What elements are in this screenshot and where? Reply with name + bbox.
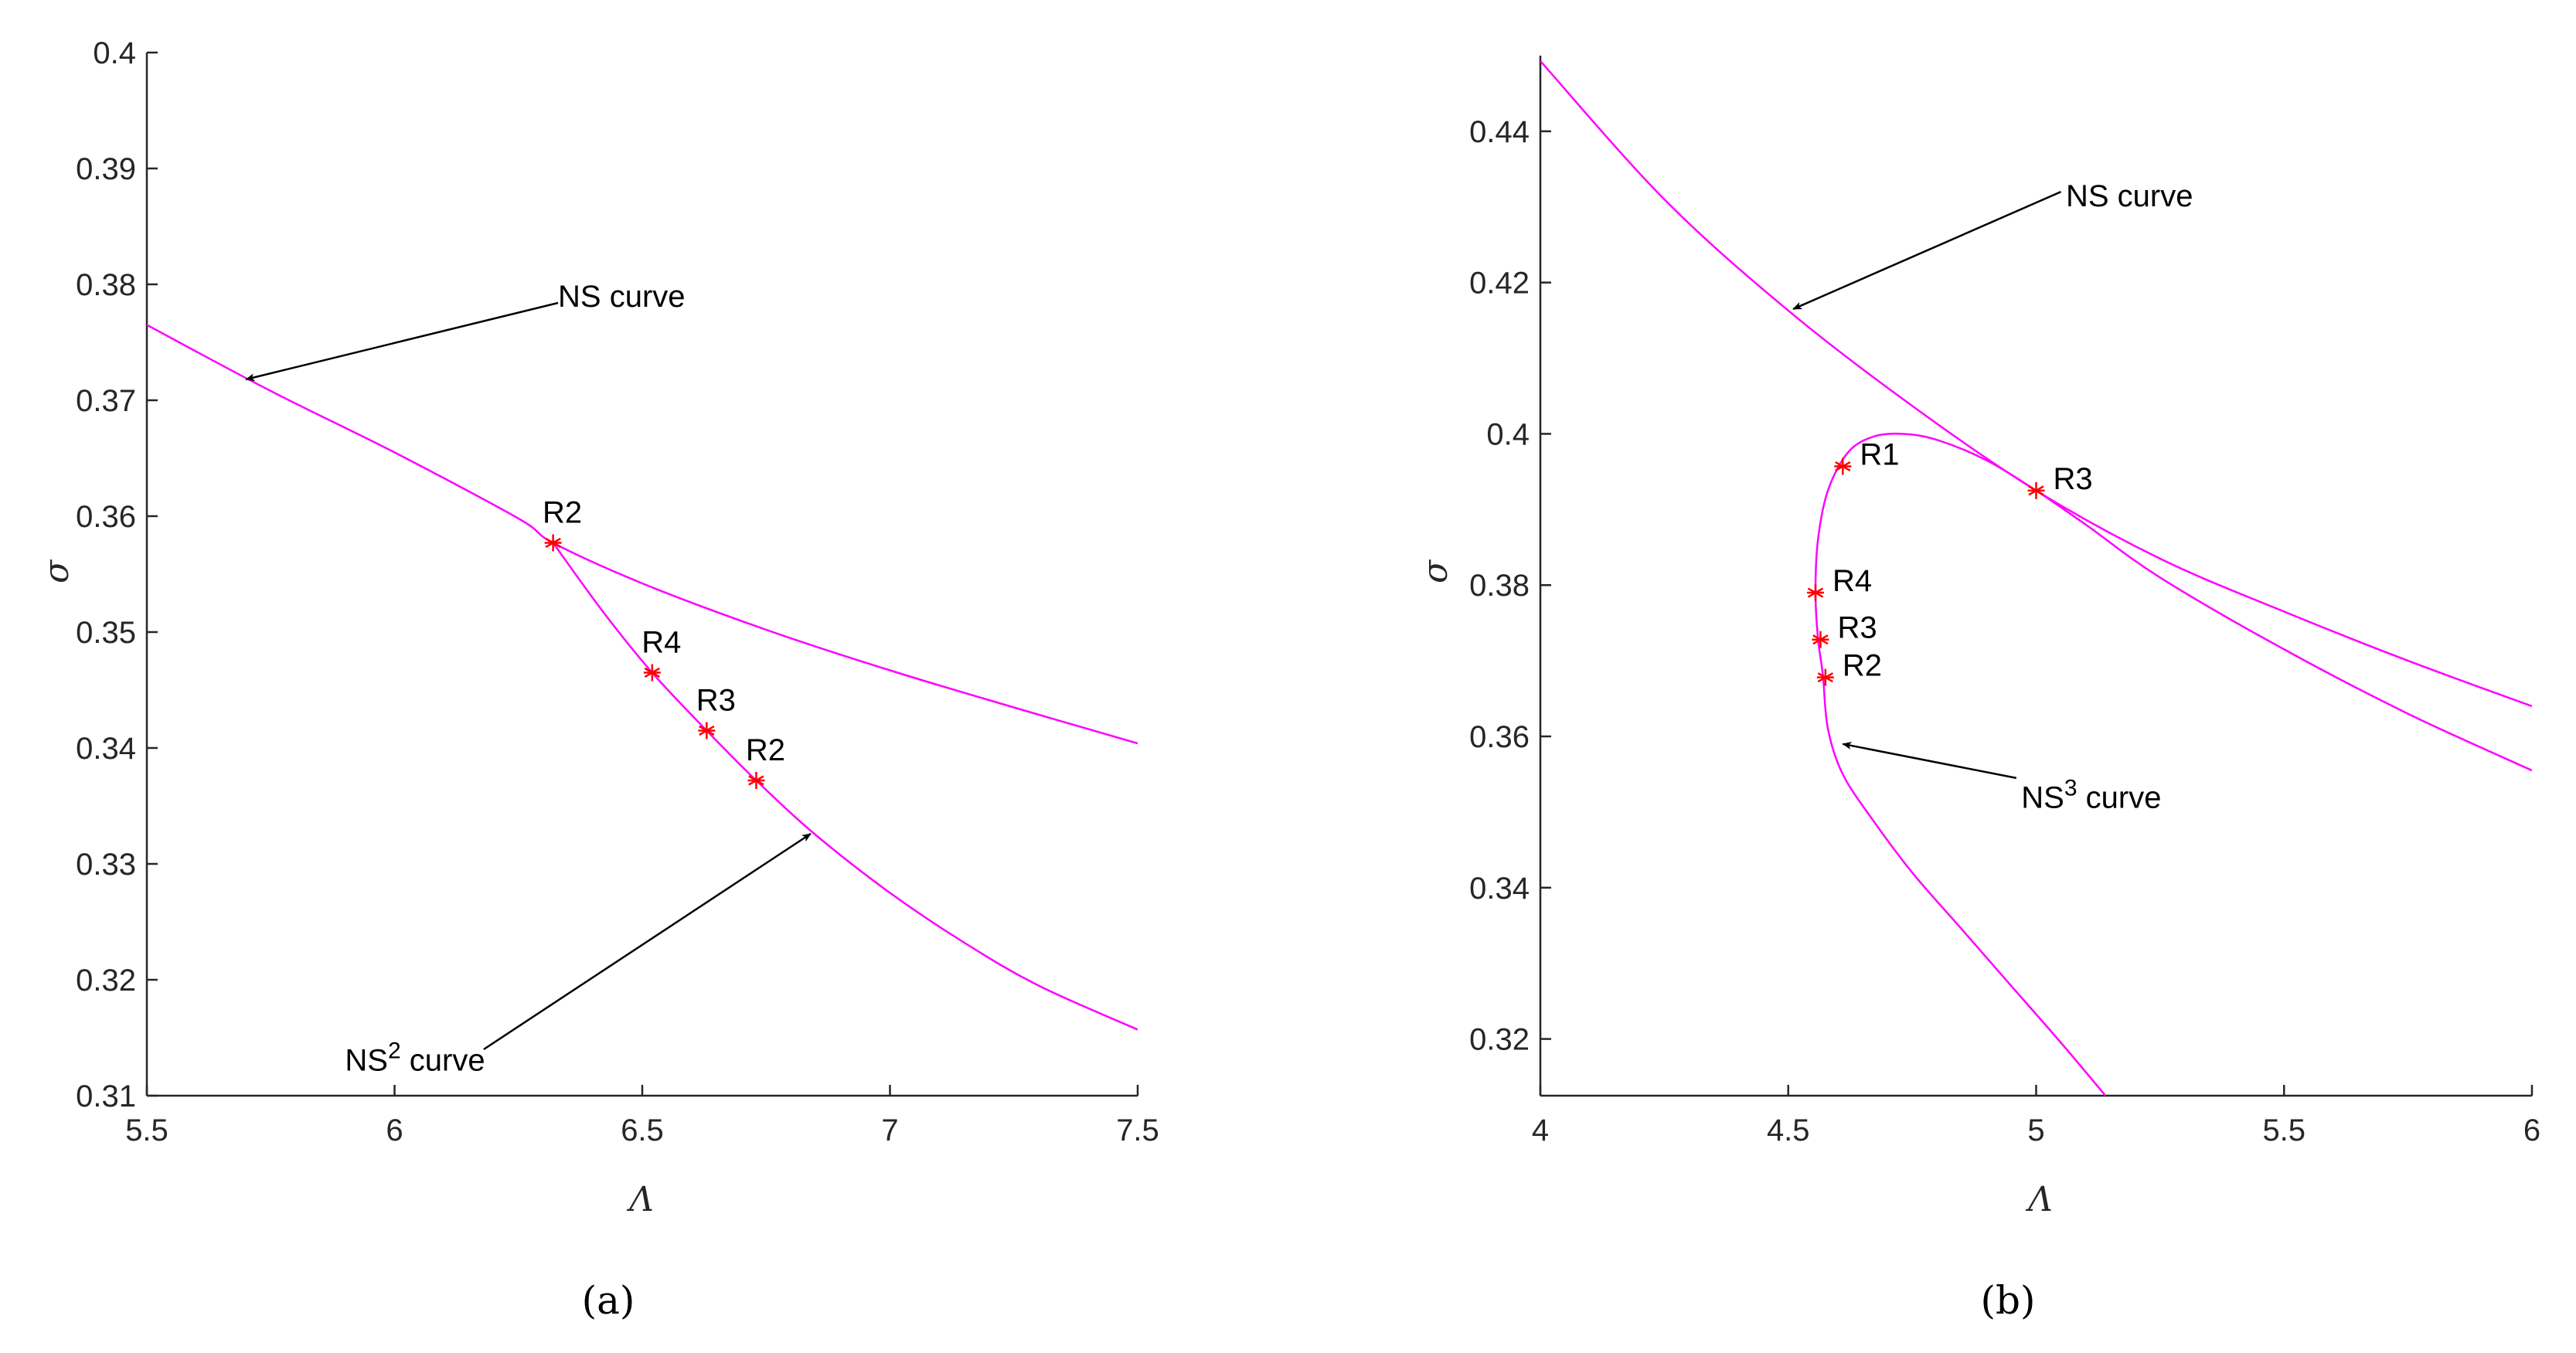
panel-a-y-tick-label: 0.35 <box>76 616 136 650</box>
panel-a-y-tick-label: 0.32 <box>76 964 136 998</box>
panel-b-caption: (b) <box>1980 1278 2035 1323</box>
panel-a-point-label: R2 <box>543 496 582 530</box>
panel-a-curve-2 <box>552 542 1138 1031</box>
panel-a-annotation-label: NS2 curve <box>345 1039 485 1078</box>
panel-b-y-tick-label: 0.44 <box>1469 115 1530 149</box>
panel-a-y-tick-label: 0.37 <box>76 384 136 418</box>
panel-b-x-tick-label: 4.5 <box>1767 1113 1810 1147</box>
panel-b-annotation-label: NS curve <box>2066 179 2193 213</box>
panel-b-x-tick-label: 5.5 <box>2262 1113 2305 1147</box>
panel-b-y-tick-label: 0.34 <box>1469 872 1530 906</box>
panel-b-axes: 4 4.5 5 5.5 6 0.32 0.34 0.36 0.38 0.4 0.42 0.44 <box>1469 56 2540 1147</box>
panel-b-point-marker <box>1812 631 1829 648</box>
panel-b-y-tick-label: 0.36 <box>1469 720 1530 754</box>
panel-a-y-tick-label: 0.4 <box>93 36 136 70</box>
panel-b-point-marker <box>1816 668 1834 686</box>
panel-a-x-axis-label: Λ <box>626 1180 654 1219</box>
panel-a-y-tick-label: 0.34 <box>76 732 136 766</box>
panel-a-y-axis-label: σ <box>37 559 77 583</box>
panel-a-point-marker <box>643 664 661 682</box>
panel-b-annotation-arrow <box>1842 742 2017 780</box>
panel-b-curve-1 <box>1540 60 2532 708</box>
panel-a-axes: 5.5 6 6.5 7 7.5 0.31 0.32 0.33 0.34 0.35 0.36 0.37 0… <box>76 36 1159 1147</box>
panel-b-x-tick-label: 6 <box>2523 1113 2540 1147</box>
panel-b-point-marker <box>2027 481 2045 499</box>
panel-b-curves <box>1540 60 2532 1096</box>
panel-b-annotation-arrow <box>1792 191 2062 311</box>
panel-a-x-tick-label: 7.5 <box>1116 1113 1159 1147</box>
panel-a-x-tick-label: 5.5 <box>125 1113 168 1147</box>
panel-b-y-tick-label: 0.38 <box>1469 569 1530 603</box>
panel-a-x-tick-label: 6 <box>386 1113 403 1147</box>
panel-a-y-tick-label: 0.36 <box>76 500 136 534</box>
panel-b-point-label: R4 <box>1832 564 1872 598</box>
panel-a-point-label: R4 <box>641 626 681 660</box>
panel-a-y-tick-label: 0.31 <box>76 1079 136 1113</box>
panel-a-points: R2 R4 R3 R2 <box>543 496 785 789</box>
panel-b-points: R1 R3 R4 R3 R2 <box>1807 438 2093 686</box>
panel-a-point-label: R3 <box>696 684 736 718</box>
panel-a-annotation-arrow <box>483 832 812 1051</box>
panel-b-y-tick-label: 0.32 <box>1469 1023 1530 1057</box>
panel-a-annotations: NS curve NS2 curve <box>245 280 812 1078</box>
panel-a-curves <box>147 324 1138 1031</box>
panel-b-x-axis-label: Λ <box>2025 1180 2053 1219</box>
panel-a-annotation-label: NS curve <box>558 280 686 314</box>
panel-b-point-label: R2 <box>1843 649 1882 683</box>
panel-b-point-label: R3 <box>2054 462 2093 496</box>
panel-b-point-marker <box>1807 584 1825 602</box>
panel-a-y-tick-label: 0.38 <box>76 268 136 302</box>
panel-a-y-tick-label: 0.33 <box>76 848 136 882</box>
panel-b-point-label: R1 <box>1860 438 1899 472</box>
panel-a-x-tick-label: 6.5 <box>621 1113 664 1147</box>
panel-b-x-tick-label: 5 <box>2027 1113 2044 1147</box>
panel-b-annotations: NS curve NS3 curve <box>1792 179 2193 814</box>
panel-b-annotation-label: NS3 curve <box>2021 775 2161 814</box>
panel-b-y-tick-label: 0.4 <box>1486 417 1530 451</box>
panel-a-annotation-arrow <box>245 301 559 382</box>
panel-a-point-label: R2 <box>746 733 785 767</box>
panel-a: 5.5 6 6.5 7 7.5 0.31 0.32 0.33 0.34 0.35 0.36 0.37 0… <box>37 36 1159 1323</box>
panel-b-point-marker <box>1834 457 1852 475</box>
panel-a-point-marker <box>747 772 765 789</box>
panel-a-point-marker <box>544 534 562 552</box>
panel-a-point-marker <box>698 722 716 739</box>
panel-b: 4 4.5 5 5.5 60.320.340.360.380.40.420.44 R1R… <box>1416 56 2540 1323</box>
panel-b-y-tick-label: 0.42 <box>1469 267 1530 301</box>
panel-a-y-tick-label: 0.39 <box>76 152 136 186</box>
panel-b-y-axis-label: σ <box>1416 559 1455 583</box>
panel-a-curve-1 <box>147 324 1138 745</box>
panel-a-caption: (a) <box>582 1278 635 1323</box>
panel-a-x-tick-label: 7 <box>881 1113 898 1147</box>
panel-b-curve-2 <box>1814 432 2532 1096</box>
panel-b-point-label: R3 <box>1837 611 1877 645</box>
panel-b-x-tick-label: 4 <box>1532 1113 1549 1147</box>
